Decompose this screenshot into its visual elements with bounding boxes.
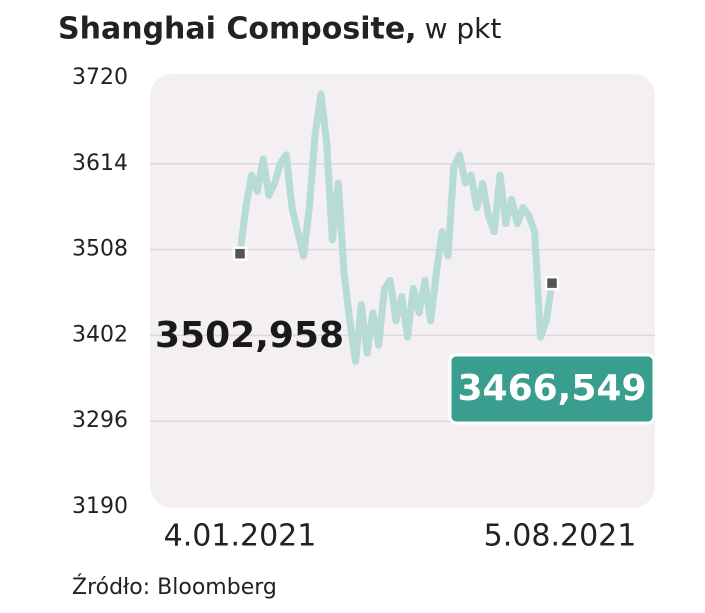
y-tick-label: 3402: [72, 322, 128, 347]
unit-label: w pkt: [425, 12, 502, 45]
source: Źródło: Bloomberg: [72, 574, 277, 600]
point-marker: [544, 275, 560, 291]
x-tick-label: 4.01.2021: [164, 519, 317, 554]
y-tick-label: 3296: [72, 408, 128, 433]
chart-title: Shanghai Composite,: [58, 12, 417, 47]
x-tick-label: 5.08.2021: [484, 519, 637, 554]
line: [236, 90, 556, 365]
point-marker: [232, 246, 248, 261]
y-tick-label: 3508: [72, 237, 128, 262]
start-value-label: 3502,958: [155, 315, 344, 356]
end-value-label: 3466,549: [457, 368, 646, 409]
y-tick-label: 3190: [72, 494, 128, 519]
end-value-box: [448, 353, 656, 425]
y-tick-label: 3720: [72, 65, 128, 90]
plot-area: [150, 74, 655, 508]
y-tick-label: 3614: [72, 151, 128, 176]
